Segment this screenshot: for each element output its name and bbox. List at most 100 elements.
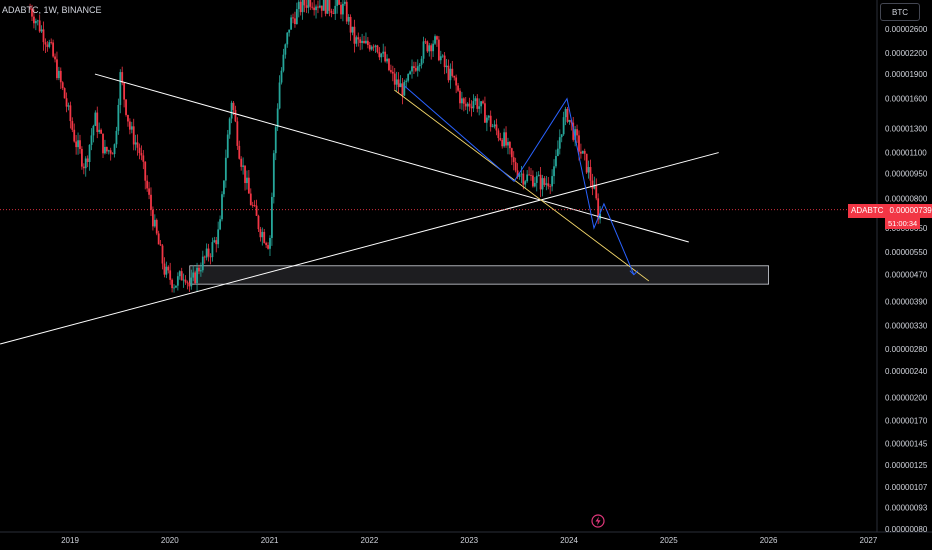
candle-body [411, 66, 413, 72]
candle-body [188, 282, 191, 287]
candle-body [476, 98, 479, 109]
lightning-icon[interactable] [591, 514, 605, 528]
candle-body [294, 18, 296, 25]
candle-body [67, 105, 70, 107]
candle-body [418, 64, 421, 67]
candle-body [130, 126, 133, 130]
candle-body [482, 101, 484, 104]
x-tick-label: 2021 [261, 536, 279, 545]
candle-body [453, 75, 456, 78]
candle-body [340, 4, 342, 15]
candle-body [79, 140, 81, 149]
candle-body [128, 121, 131, 130]
candle-body [533, 182, 536, 187]
candle-body [31, 8, 33, 17]
candle-body [117, 104, 120, 131]
candle-body [36, 20, 39, 22]
candle-body [347, 16, 350, 22]
candle-body [111, 153, 114, 155]
candle-body [267, 245, 269, 249]
candle-body [436, 36, 438, 40]
candle-body [278, 82, 281, 109]
candle-body [413, 66, 415, 69]
candle-body [518, 174, 521, 177]
candle-body [430, 45, 433, 52]
candle-body [71, 121, 74, 130]
y-tick-label: 0.00002200 [885, 49, 928, 58]
candle-body [175, 285, 177, 288]
x-tick-label: 2020 [161, 536, 179, 545]
candle-body [69, 105, 72, 122]
candle-body [470, 106, 473, 109]
candle-body [301, 0, 304, 13]
candle-body [395, 79, 398, 85]
currency-button[interactable]: BTC [880, 3, 920, 21]
candle-body [61, 82, 64, 89]
candle-body [553, 166, 555, 177]
candle-body [507, 141, 509, 146]
candle-body [176, 276, 179, 286]
candle-body [330, 10, 333, 14]
candle-body [244, 165, 246, 184]
candle-body [336, 0, 339, 6]
candle-body [564, 108, 567, 118]
x-tick-label: 2025 [660, 536, 678, 545]
candle-body [288, 29, 291, 33]
y-tick-label: 0.00000200 [885, 393, 928, 402]
support-zone[interactable] [189, 265, 770, 285]
candle-body [441, 55, 444, 57]
candle-body [186, 282, 189, 284]
projection-path[interactable] [404, 85, 635, 275]
last-price-tag: ADABTC 0.00000739 [848, 204, 932, 218]
candle-body [271, 196, 273, 238]
descending-trendline[interactable] [94, 73, 689, 243]
candle-body [290, 17, 292, 30]
candle-body [104, 146, 106, 154]
candle-body [136, 142, 139, 148]
candle-body [363, 40, 365, 44]
candle-body [320, 5, 323, 11]
candle-body [391, 71, 394, 74]
candle-body [75, 141, 78, 148]
candle-body [499, 138, 502, 140]
candle-body [326, 0, 329, 14]
y-tick-label: 0.00001100 [885, 149, 927, 158]
y-tick-label: 0.00000950 [885, 170, 928, 179]
candle-body [299, 1, 302, 13]
candle-body [318, 5, 321, 8]
candle-body [54, 56, 56, 60]
candle-body [503, 132, 506, 147]
candle-body [439, 56, 442, 61]
candle-body [284, 44, 287, 55]
candle-body [572, 122, 575, 140]
candle-body [167, 266, 170, 271]
candle-body [94, 112, 97, 126]
candle-body [134, 142, 137, 145]
y-tick-label: 0.00000800 [885, 194, 928, 203]
candle-body [261, 231, 264, 238]
candle-body [182, 279, 185, 281]
candle-body [562, 117, 565, 135]
candle-body [545, 183, 548, 185]
candle-body [593, 184, 596, 189]
candle-body [532, 175, 534, 187]
candle-body [125, 99, 127, 115]
candle-body [351, 26, 354, 33]
candle-body [401, 83, 404, 96]
x-tick-label: 2023 [460, 536, 478, 545]
candle-body [420, 58, 423, 65]
candle-body [234, 109, 237, 122]
candle-body [207, 248, 210, 257]
candle-body [295, 9, 298, 25]
candle-body [468, 103, 471, 107]
candle-body [311, 6, 314, 8]
candle-body [107, 150, 110, 152]
candle-body [416, 66, 419, 71]
candle-body [501, 139, 504, 147]
y-tick-label: 0.00000107 [885, 483, 928, 492]
candle-body [242, 165, 245, 167]
fib-line[interactable] [394, 89, 650, 282]
ascending-trendline[interactable] [0, 152, 719, 345]
